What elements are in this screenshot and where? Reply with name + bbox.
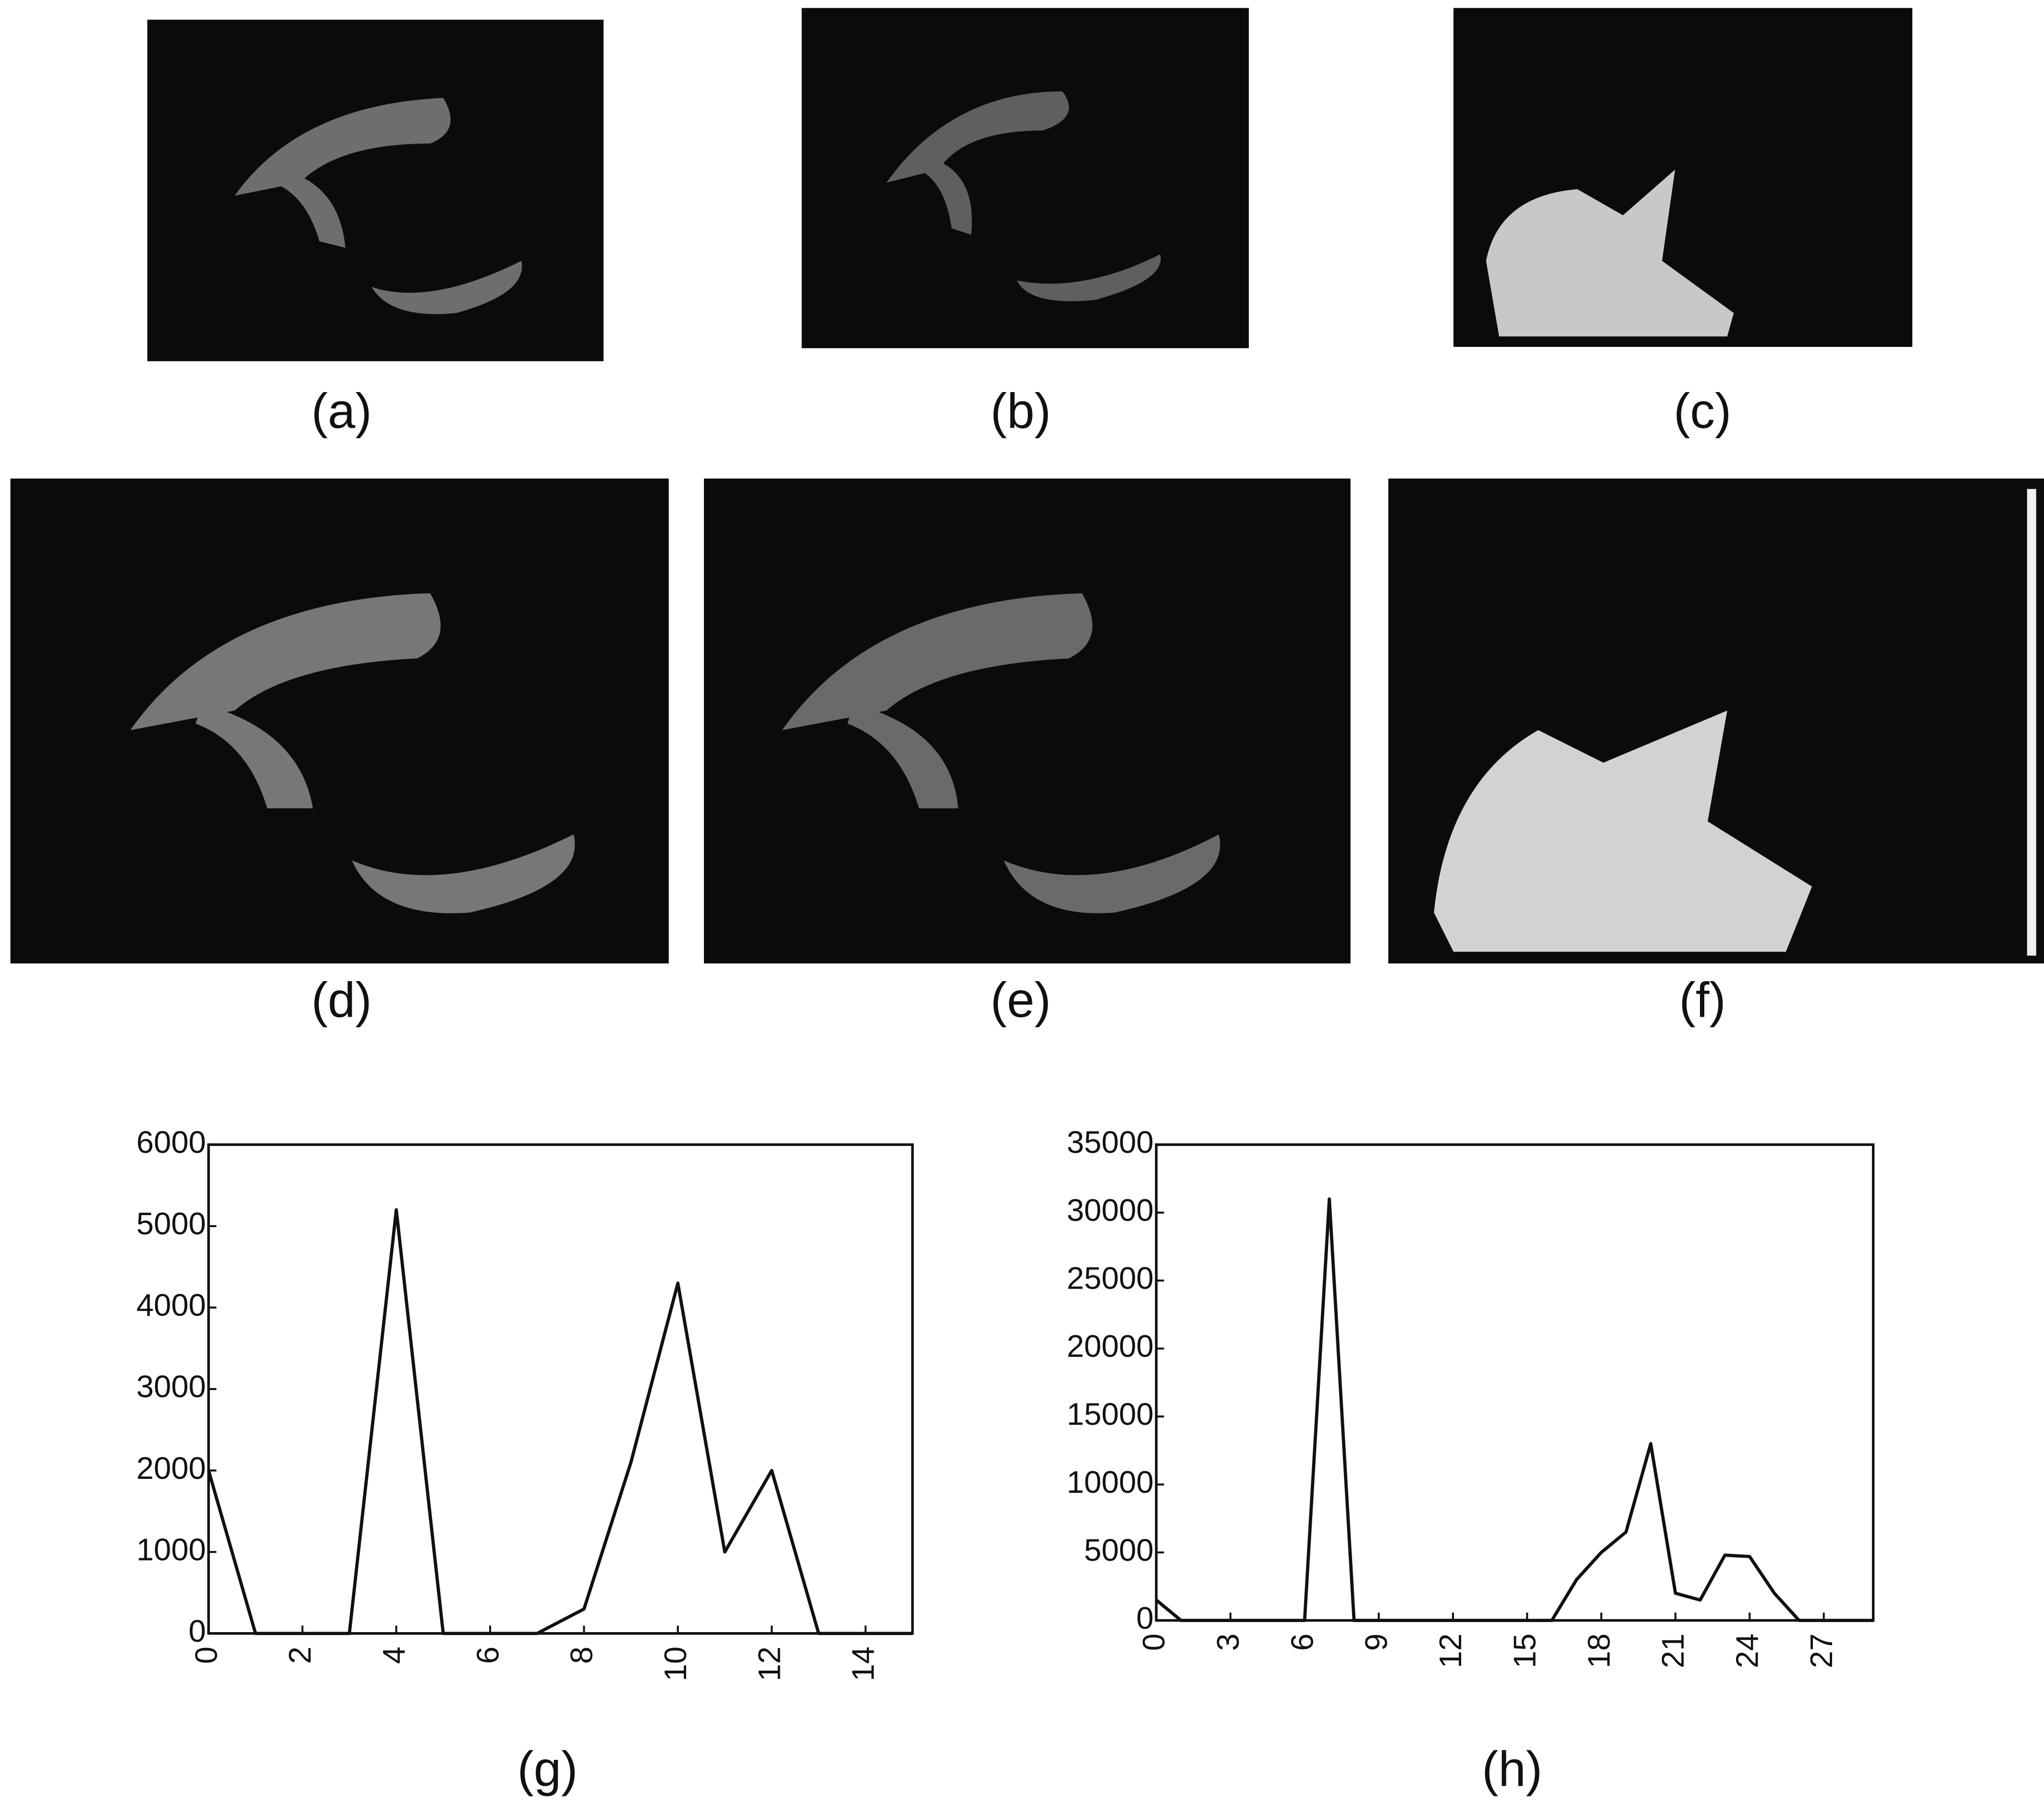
x-tick-label: 0 xyxy=(188,1647,223,1664)
x-tick-label: 8 xyxy=(564,1647,599,1664)
image-f-shape xyxy=(1434,710,1812,952)
x-tick-label: 27 xyxy=(1804,1634,1839,1668)
x-tick-label: 24 xyxy=(1730,1634,1765,1668)
panel-caption: (f) xyxy=(1679,972,1726,1028)
y-tick-label: 3000 xyxy=(136,1369,206,1404)
image-b-shape xyxy=(886,91,1161,302)
x-tick-label: 10 xyxy=(658,1647,693,1681)
panel-caption: (a) xyxy=(311,383,372,438)
image-panels xyxy=(10,8,2044,964)
plot-frame xyxy=(207,1143,914,1635)
y-tick-label: 35000 xyxy=(1067,1125,1154,1160)
x-tick-label: 21 xyxy=(1655,1634,1690,1668)
line-series xyxy=(207,1208,913,1636)
x-tick-label: 18 xyxy=(1581,1634,1616,1668)
x-tick-label: 3 xyxy=(1210,1634,1245,1651)
panel-caption: (d) xyxy=(311,972,372,1028)
image-f-edge xyxy=(2027,489,2036,956)
x-tick-label: 12 xyxy=(1433,1634,1468,1668)
y-tick-label: 6000 xyxy=(136,1125,206,1160)
x-tick-label: 4 xyxy=(376,1647,411,1664)
x-tick-label: 9 xyxy=(1359,1634,1394,1651)
y-tick-label: 15000 xyxy=(1067,1396,1154,1431)
captions: (a) (b) (c) (d) (e) (f) xyxy=(311,383,1731,1027)
panel-caption: (c) xyxy=(1674,383,1731,438)
image-d xyxy=(10,478,669,964)
y-tick-label: 30000 xyxy=(1067,1193,1154,1228)
chart-caption: (h) xyxy=(1482,1741,1542,1796)
x-tick-label: 0 xyxy=(1136,1634,1171,1651)
y-tick-label: 2000 xyxy=(136,1451,206,1486)
x-tick-label: 15 xyxy=(1507,1634,1542,1668)
y-tick-label: 25000 xyxy=(1067,1260,1154,1295)
image-c-shape xyxy=(1486,170,1734,337)
y-tick-label: 10000 xyxy=(1067,1464,1154,1500)
image-a xyxy=(147,20,604,361)
image-b xyxy=(801,8,1249,348)
x-tick-label: 14 xyxy=(846,1647,881,1681)
y-tick-label: 5000 xyxy=(136,1206,206,1241)
plot-frame xyxy=(1155,1143,1875,1622)
y-tick-label: 20000 xyxy=(1067,1328,1154,1364)
image-d-shape xyxy=(130,593,575,913)
x-tick-label: 12 xyxy=(751,1647,787,1681)
y-tick-label: 1000 xyxy=(136,1532,206,1567)
chart-caption: (g) xyxy=(517,1741,578,1796)
y-tick-label: 4000 xyxy=(136,1288,206,1323)
y-tick-label: 0 xyxy=(188,1613,206,1648)
panel-caption: (b) xyxy=(990,383,1051,438)
panel-caption: (e) xyxy=(990,972,1051,1028)
x-tick-label: 6 xyxy=(1284,1634,1319,1651)
x-tick-label: 2 xyxy=(283,1647,318,1664)
image-e-shape xyxy=(782,593,1220,913)
image-a-shape xyxy=(234,98,522,314)
y-tick-label: 5000 xyxy=(1084,1532,1154,1567)
y-tick-label: 0 xyxy=(1136,1600,1154,1636)
line-series xyxy=(1155,1197,1873,1622)
x-tick-label: 6 xyxy=(470,1647,505,1664)
